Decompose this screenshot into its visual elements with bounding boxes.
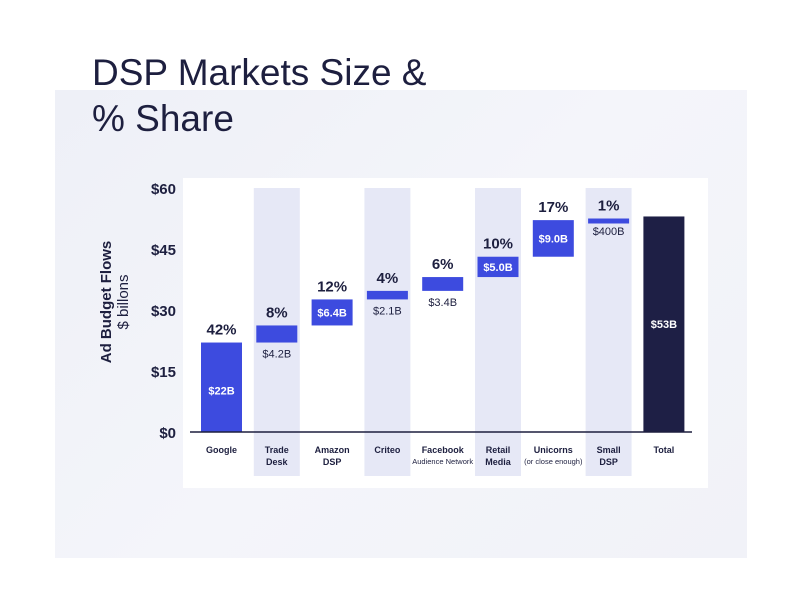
category-label: Retail	[486, 445, 511, 455]
y-tick-label: $0	[159, 425, 176, 442]
category-label: Trade	[265, 445, 289, 455]
bar	[477, 256, 519, 278]
share-label: 17%	[538, 199, 568, 216]
share-label: 12%	[317, 278, 347, 295]
title-line-1: DSP Markets Size &	[92, 52, 427, 93]
bar-value-label: $9.0B	[539, 233, 568, 245]
category-label: Unicorns	[534, 445, 573, 455]
bar-value-label: $5.0B	[483, 262, 512, 274]
bar-value-label: $53B	[651, 319, 677, 331]
category-label: DSP	[599, 457, 618, 467]
bar	[643, 216, 685, 432]
share-label: 42%	[206, 322, 236, 339]
category-label: Amazon	[315, 445, 350, 455]
bar	[201, 342, 242, 432]
category-label: Small	[597, 445, 621, 455]
bar-value-label: $2.1B	[373, 305, 402, 317]
category-band	[364, 188, 411, 476]
category-label: Total	[653, 445, 674, 455]
title-line-2: % Share	[92, 98, 234, 139]
category-band	[475, 188, 521, 476]
share-label: 4%	[377, 270, 399, 287]
category-sublabel: (or close enough)	[524, 457, 583, 466]
share-label: 6%	[432, 256, 454, 273]
category-label: Google	[206, 445, 237, 455]
category-band	[585, 188, 632, 476]
category-label: DSP	[323, 457, 342, 467]
y-tick-label: $45	[151, 242, 176, 259]
bar-value-label: $3.4B	[428, 297, 457, 309]
category-label: Media	[485, 457, 512, 467]
category-label: Criteo	[374, 445, 401, 455]
bar-value-label: $400B	[593, 226, 625, 238]
y-tick-label: $30	[151, 303, 176, 320]
bar	[366, 290, 408, 300]
bar-value-label: $22B	[208, 385, 234, 397]
bar	[311, 299, 353, 326]
bar	[422, 277, 464, 291]
bar-value-label: $6.4B	[317, 307, 346, 319]
share-label: 1%	[598, 198, 620, 215]
y-tick-label: $15	[151, 364, 176, 381]
share-label: 8%	[266, 304, 288, 321]
bar	[256, 325, 298, 343]
category-label: Facebook	[422, 445, 465, 455]
page-title: DSP Markets Size & % Share	[92, 50, 426, 142]
bar	[532, 220, 574, 257]
bar-value-label: $4.2B	[262, 349, 291, 361]
y-tick-label: $60	[151, 181, 176, 198]
bar	[588, 218, 630, 224]
category-sublabel: Audience Network	[412, 457, 473, 466]
share-label: 10%	[483, 236, 513, 253]
category-label: Desk	[266, 457, 289, 467]
